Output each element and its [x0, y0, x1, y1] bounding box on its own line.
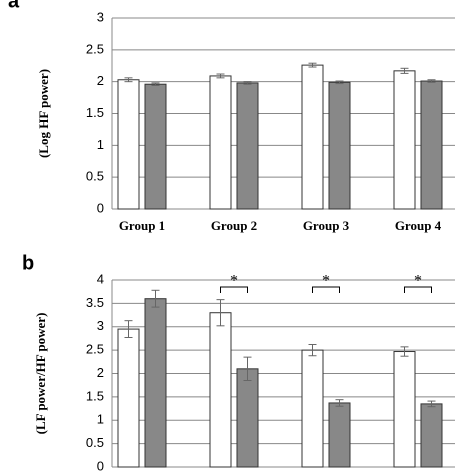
x-tick-label: Group 2 — [211, 218, 257, 233]
bar — [301, 349, 324, 468]
y-tick-label: 2 — [97, 73, 104, 88]
significance-bracket — [220, 286, 248, 293]
bar — [236, 368, 259, 468]
significance-bracket — [404, 286, 432, 293]
x-tick-label: Group 3 — [303, 218, 350, 233]
error-bar — [124, 320, 133, 339]
y-tick-label: 3 — [97, 9, 104, 24]
error-bar — [216, 73, 225, 79]
y-tick-label: 0.5 — [86, 435, 104, 450]
y-tick-label: 1.5 — [86, 105, 104, 120]
bar — [420, 403, 443, 468]
y-tick-label: 1.5 — [86, 388, 104, 403]
significance-star: * — [322, 273, 330, 290]
y-tick-label: 3.5 — [86, 295, 104, 310]
bar — [209, 312, 232, 468]
error-bar — [243, 81, 252, 85]
error-bar — [308, 344, 317, 357]
significance-star: * — [230, 273, 238, 290]
error-bar — [308, 62, 317, 68]
significance-bracket — [312, 286, 340, 293]
error-bar — [427, 400, 436, 408]
bar — [144, 83, 167, 210]
y-axis-label: (LF power/HF power) — [33, 313, 48, 435]
bar — [301, 64, 324, 210]
y-axis-label: (Log HF power) — [36, 69, 51, 158]
bar — [328, 81, 351, 210]
error-bar — [243, 356, 252, 382]
y-tick-label: 0 — [97, 458, 104, 473]
significance-star: * — [414, 273, 422, 290]
error-bar — [151, 289, 160, 308]
bar — [393, 70, 416, 210]
x-tick-label: Group 4 — [395, 218, 442, 233]
error-bar — [151, 82, 160, 86]
bar — [209, 75, 232, 210]
y-tick-label: 3 — [97, 318, 104, 333]
error-bar — [400, 67, 409, 74]
y-tick-label: 2.5 — [86, 342, 104, 357]
error-bar — [335, 80, 344, 85]
bar — [144, 298, 167, 468]
error-bar — [335, 399, 344, 407]
panel-label: b — [22, 252, 34, 274]
y-tick-label: 1 — [97, 412, 104, 427]
x-tick-label: Group 1 — [119, 218, 165, 233]
y-tick-label: 2 — [97, 365, 104, 380]
panel-label: a — [8, 0, 20, 12]
error-bar — [124, 77, 133, 83]
error-bar — [427, 79, 436, 83]
y-tick-label: 2.5 — [86, 41, 104, 56]
bar — [393, 351, 416, 468]
bar — [117, 328, 140, 468]
error-bar — [216, 299, 225, 327]
error-bar — [400, 346, 409, 357]
bar — [236, 82, 259, 210]
y-tick-label: 0 — [97, 200, 104, 215]
y-tick-label: 4 — [97, 271, 104, 286]
y-tick-label: 1 — [97, 137, 104, 152]
bar — [117, 79, 140, 210]
y-tick-label: 0.5 — [86, 169, 104, 184]
bar — [420, 80, 443, 210]
bar — [328, 402, 351, 468]
